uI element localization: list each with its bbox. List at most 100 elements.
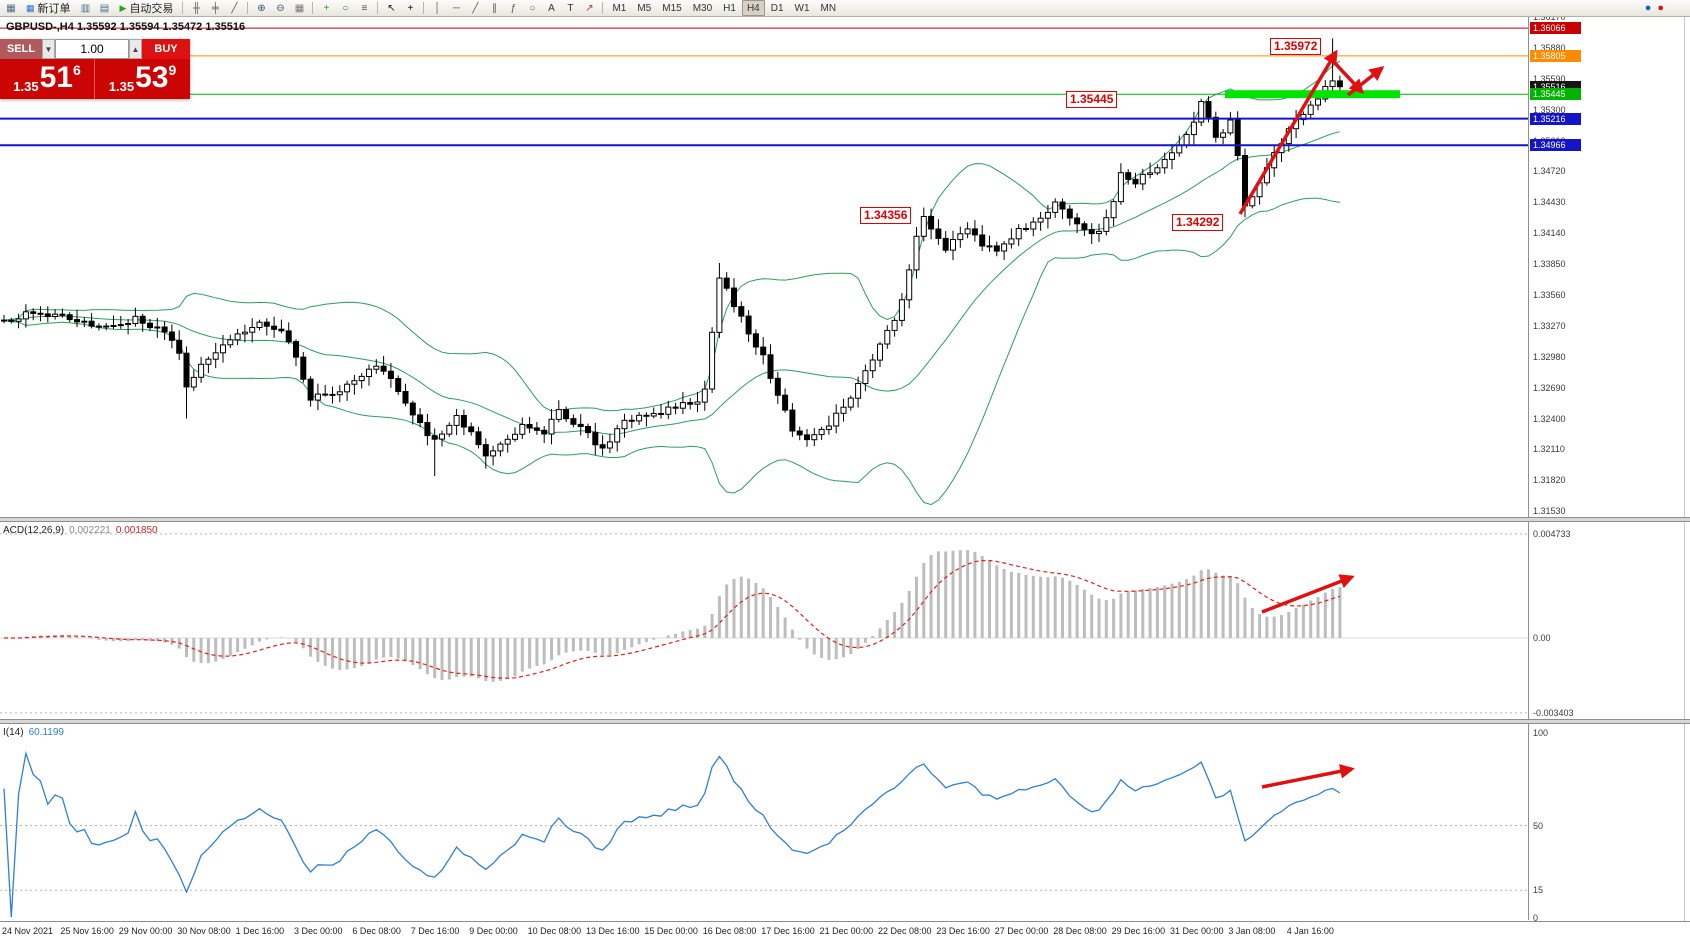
rsi-panel-area[interactable] [0, 725, 1528, 920]
candle-body [490, 450, 497, 457]
date-axis-label: 21 Dec 00:00 [819, 926, 874, 936]
trend-arrow[interactable] [1238, 49, 1338, 215]
rsi-line [3, 750, 1341, 918]
candle-body [920, 216, 927, 237]
profiles-icon[interactable]: ▤ [99, 2, 110, 14]
candle-body [1037, 217, 1044, 223]
candle-body [1074, 217, 1081, 225]
line-chart-icon[interactable]: ╱ [231, 2, 238, 14]
price-axis-tick: 1.36170 [1533, 12, 1566, 22]
candle-body [66, 314, 73, 321]
price-axis-tick: 1.35300 [1533, 104, 1566, 115]
candle-body [446, 424, 453, 435]
macd-signal-value: 0.001850 [115, 525, 158, 536]
time-icon[interactable]: ○ [342, 2, 349, 14]
macd-trend-arrow[interactable] [1261, 574, 1355, 614]
timeframe-button-m30[interactable]: M30 [692, 2, 713, 14]
chart-window-icon[interactable]: ▦ [6, 2, 16, 14]
price-axis-tick: 1.33850 [1533, 259, 1566, 270]
candle-body [1110, 201, 1117, 219]
panel-splitter-rsi[interactable] [0, 719, 1690, 724]
sell-button[interactable]: SELL [0, 39, 42, 59]
candle-body [621, 419, 628, 430]
fibonacci-icon[interactable]: ƒ [510, 2, 517, 14]
shapes-icon[interactable]: ○ [529, 2, 536, 14]
price-tag: 1.35445 [1530, 88, 1581, 101]
candle-body [402, 391, 409, 404]
candle-body [205, 358, 212, 365]
candle-body [913, 235, 920, 271]
candle-body [1103, 217, 1110, 232]
candle-body [1081, 223, 1088, 231]
price-axis-tick: 1.34720 [1533, 166, 1566, 177]
candle-body [599, 444, 606, 449]
rsi-value: 60.1199 [28, 727, 64, 738]
timeframe-button-d1[interactable]: D1 [770, 2, 784, 14]
alert-icon[interactable]: ● [1657, 2, 1664, 14]
new-chart-icon[interactable]: + [323, 2, 330, 14]
candle-body [1198, 101, 1205, 123]
candle-body [942, 237, 949, 251]
price-annotation[interactable]: 1.34356 [860, 207, 912, 224]
timeframe-button-h1[interactable]: H1 [723, 2, 736, 14]
buy-button[interactable]: BUY [142, 39, 190, 59]
timeframe-button-m15[interactable]: M15 [662, 2, 682, 14]
panel-splitter-macd[interactable] [0, 517, 1690, 522]
buy-price-display[interactable]: 1.35 53 9 [95, 59, 190, 99]
trend-arrow[interactable] [1346, 66, 1385, 97]
price-axis-tick: 1.32980 [1533, 351, 1566, 362]
channel-icon[interactable]: ∥ [491, 2, 497, 14]
horizontal-line-icon[interactable]: ─ [452, 2, 460, 14]
zoom-out-icon[interactable]: ⊖ [276, 2, 285, 14]
sell-price-display[interactable]: 1.35 51 6 [0, 59, 95, 99]
rsi-indicator-label: I(14) 60.1199 [3, 727, 64, 738]
candle-chart-icon[interactable]: ╪ [211, 2, 219, 14]
arrow-object-icon[interactable]: ↗ [585, 2, 594, 14]
cursor-icon[interactable]: ↖ [387, 2, 396, 14]
candle-body [628, 419, 635, 422]
crosshair-icon[interactable]: + [407, 2, 414, 14]
timeframe-button-mn[interactable]: MN [820, 2, 837, 14]
candle-body [278, 328, 285, 332]
timeframe-button-w1[interactable]: W1 [794, 2, 810, 14]
news-icon[interactable]: ● [1644, 2, 1652, 14]
text-icon[interactable]: A [548, 2, 555, 14]
bar-chart-icon[interactable]: ╫ [192, 2, 200, 14]
macd-indicator-label: ACD(12,26,9) 0.002221 0.001850 [3, 525, 158, 536]
candle-body [249, 327, 256, 333]
zoom-in-icon[interactable]: ⊕ [257, 2, 266, 14]
label-icon[interactable]: T [567, 2, 574, 14]
candle-body [504, 438, 511, 445]
candle-body [234, 333, 241, 341]
candle-body [212, 352, 219, 360]
timeframe-button-m5[interactable]: M5 [637, 2, 652, 14]
object-list-icon[interactable]: ≡ [361, 2, 368, 14]
candle-body [971, 228, 978, 236]
price-axis-tick: 1.31530 [1533, 506, 1566, 517]
vertical-line-icon[interactable]: │ [434, 2, 441, 14]
candle-body [22, 311, 29, 320]
autotrade-button[interactable]: ▶ 自动交易 [115, 1, 179, 16]
new-order-button[interactable]: ▦ 新订单 [21, 1, 76, 16]
tile-windows-icon[interactable]: ▦ [294, 2, 305, 14]
candle-body [30, 311, 37, 314]
candle-body [884, 329, 891, 345]
price-annotation[interactable]: 1.34292 [1172, 214, 1224, 231]
candle-body [1169, 152, 1175, 160]
price-annotation[interactable]: 1.35445 [1066, 91, 1118, 108]
market-watch-icon[interactable]: ▥ [80, 2, 91, 14]
rsi-trend-arrow[interactable] [1261, 764, 1355, 789]
timeframe-button-h4[interactable]: H4 [741, 0, 765, 16]
trendline-icon[interactable]: ╱ [472, 2, 479, 14]
volume-decrease-button[interactable]: ▼ [42, 39, 55, 59]
candle-body [825, 425, 832, 430]
volume-increase-button[interactable]: ▲ [129, 39, 142, 59]
main-chart-area[interactable] [0, 17, 1528, 517]
price-annotation[interactable]: 1.35972 [1270, 38, 1322, 55]
buy-price-point: 9 [168, 62, 177, 78]
candle-body [1096, 230, 1102, 235]
timeframe-button-m1[interactable]: M1 [612, 2, 627, 14]
volume-input[interactable] [55, 39, 129, 59]
candle-body [570, 418, 577, 425]
toolbar-separator [602, 2, 604, 14]
